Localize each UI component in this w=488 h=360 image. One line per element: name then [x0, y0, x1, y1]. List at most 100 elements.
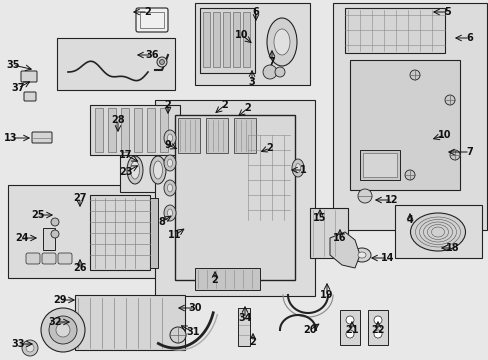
Bar [150, 198, 158, 268]
Text: 7: 7 [466, 147, 472, 157]
FancyBboxPatch shape [24, 92, 36, 101]
Circle shape [26, 344, 34, 352]
Circle shape [56, 323, 70, 337]
Ellipse shape [273, 29, 289, 55]
Text: 18: 18 [445, 243, 459, 253]
Ellipse shape [127, 156, 142, 184]
Circle shape [159, 59, 164, 64]
Bar [43, 228, 55, 250]
Circle shape [51, 218, 59, 226]
Text: 15: 15 [313, 213, 326, 223]
Bar [349, 60, 459, 190]
Text: 22: 22 [370, 325, 384, 335]
Bar [205, 118, 227, 153]
Ellipse shape [163, 155, 176, 171]
Circle shape [449, 150, 459, 160]
Bar [57, 38, 175, 90]
Text: 11: 11 [168, 230, 182, 240]
Text: 34: 34 [238, 313, 251, 323]
Bar [95, 108, 103, 152]
Bar [309, 208, 347, 258]
Text: 2: 2 [211, 275, 218, 285]
Bar [134, 108, 142, 152]
Bar [195, 268, 260, 290]
Bar [200, 8, 254, 73]
Text: 33: 33 [11, 339, 25, 349]
Ellipse shape [167, 134, 172, 142]
Bar [345, 8, 444, 53]
Ellipse shape [163, 180, 176, 196]
Text: 2: 2 [266, 143, 273, 153]
Circle shape [51, 230, 59, 238]
Ellipse shape [409, 213, 465, 251]
Text: 24: 24 [15, 233, 29, 243]
Text: 16: 16 [332, 233, 346, 243]
Bar [160, 108, 168, 152]
Bar [175, 115, 294, 280]
Text: 21: 21 [345, 325, 358, 335]
Text: 17: 17 [119, 150, 132, 160]
Text: 7: 7 [268, 57, 275, 67]
Text: 36: 36 [145, 50, 159, 60]
Bar [121, 108, 129, 152]
Bar [90, 195, 150, 270]
Bar [394, 205, 481, 258]
FancyBboxPatch shape [32, 132, 52, 143]
Ellipse shape [130, 161, 139, 179]
FancyBboxPatch shape [136, 8, 168, 32]
Bar [234, 118, 256, 153]
Text: 6: 6 [466, 33, 472, 43]
Text: 35: 35 [6, 60, 20, 70]
Text: 27: 27 [73, 193, 86, 203]
Bar [232, 12, 240, 67]
Text: 8: 8 [158, 217, 165, 227]
Circle shape [346, 316, 353, 324]
Bar [155, 100, 314, 296]
Ellipse shape [153, 161, 162, 179]
Text: 14: 14 [381, 253, 394, 263]
Circle shape [170, 327, 185, 343]
Text: 2: 2 [249, 337, 256, 347]
Text: 1: 1 [299, 165, 306, 175]
Circle shape [41, 308, 85, 352]
Ellipse shape [295, 163, 300, 172]
Text: 2: 2 [221, 100, 228, 110]
Bar [75, 295, 184, 350]
Ellipse shape [291, 159, 304, 177]
FancyBboxPatch shape [21, 71, 37, 82]
Text: 28: 28 [111, 115, 124, 125]
Text: 2: 2 [144, 7, 151, 17]
Bar [332, 3, 486, 230]
Circle shape [404, 170, 414, 180]
Bar [213, 12, 220, 67]
Circle shape [157, 57, 167, 67]
Ellipse shape [352, 248, 370, 262]
Text: 10: 10 [235, 30, 248, 40]
Bar [367, 310, 387, 345]
Bar [140, 12, 163, 28]
Circle shape [373, 316, 381, 324]
Ellipse shape [163, 130, 176, 146]
Text: 23: 23 [119, 167, 132, 177]
Text: 29: 29 [53, 295, 67, 305]
Text: 20: 20 [303, 325, 316, 335]
Ellipse shape [167, 184, 172, 192]
Ellipse shape [150, 156, 165, 184]
Text: 9: 9 [164, 140, 171, 150]
Text: 4: 4 [406, 215, 412, 225]
Text: 25: 25 [31, 210, 45, 220]
Text: 30: 30 [188, 303, 202, 313]
Bar [195, 3, 309, 85]
Bar [120, 148, 190, 192]
Text: 2: 2 [164, 100, 171, 110]
Ellipse shape [163, 205, 176, 221]
Bar [238, 308, 249, 346]
Bar [362, 153, 396, 177]
FancyBboxPatch shape [58, 253, 72, 264]
Circle shape [357, 189, 371, 203]
Text: 6: 6 [252, 7, 259, 17]
Bar [203, 12, 209, 67]
Circle shape [346, 330, 353, 338]
Bar [223, 12, 229, 67]
Circle shape [444, 95, 454, 105]
